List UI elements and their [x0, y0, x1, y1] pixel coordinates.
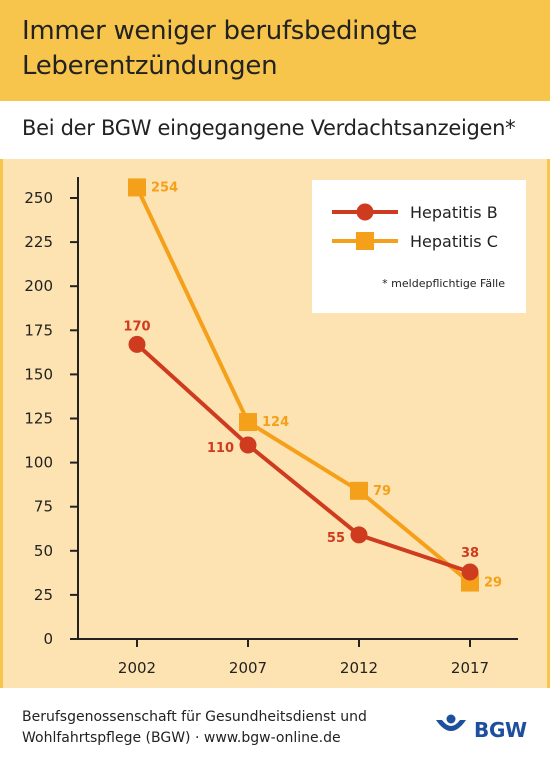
- series-line-hepatitis-c: [135, 186, 472, 585]
- footer-band: Berufsgenossenschaft für Gesundheitsdien…: [0, 688, 550, 768]
- x-tick-label: 2002: [118, 659, 156, 677]
- bgw-logo-icon: [436, 714, 466, 731]
- marker-hepatitis-b: [128, 335, 146, 353]
- marker-hepatitis-c: [350, 481, 368, 500]
- page-title: Immer weniger berufsbedingte Leberentzün…: [22, 14, 522, 84]
- x-tick-label: 2007: [229, 659, 267, 677]
- data-label-hepatitis-b: 55: [327, 531, 345, 546]
- chart-axes: 0 25 50 75 100 125 150 175 200 225 250 2002 2007 2012…: [24, 177, 518, 677]
- footer-line-1: Berufsgenossenschaft für Gesundheitsdien…: [22, 709, 367, 725]
- chart-legend: Hepatitis B Hepatitis C * meldepflichtig…: [312, 180, 526, 313]
- data-label-hepatitis-b: 170: [123, 319, 150, 334]
- logo-text: BGW: [474, 718, 527, 742]
- legend-label-hepatitis-b: Hepatitis B: [410, 203, 498, 222]
- series-line-hepatitis-b: [135, 342, 471, 574]
- legend-footnote: * meldepflichtige Fälle: [382, 277, 505, 290]
- data-label-hepatitis-c: 124: [262, 415, 289, 430]
- marker-hepatitis-c: [128, 178, 146, 197]
- subtitle-band: Bei der BGW eingegangene Verdachtsanzeig…: [0, 101, 550, 159]
- y-tick-label: 175: [24, 321, 53, 339]
- legend-marker-hepatitis-b: [356, 203, 374, 221]
- title-line-2: Leberentzündungen: [22, 51, 278, 81]
- legend-marker-hepatitis-c: [356, 232, 374, 250]
- y-tick-label: 100: [24, 454, 53, 472]
- marker-hepatitis-b: [350, 526, 368, 544]
- x-tick-label: 2012: [340, 659, 378, 677]
- y-tick-label: 50: [34, 542, 53, 560]
- y-tick-label: 0: [43, 630, 53, 648]
- data-label-hepatitis-b: 110: [207, 441, 234, 456]
- legend-box: [312, 180, 526, 313]
- marker-hepatitis-b: [461, 563, 479, 581]
- data-label-hepatitis-b: 38: [461, 546, 479, 561]
- data-label-hepatitis-c: 29: [484, 576, 502, 591]
- chart-subtitle: Bei der BGW eingegangene Verdachtsanzeig…: [22, 116, 516, 140]
- legend-label-hepatitis-c: Hepatitis C: [410, 232, 498, 251]
- y-tick-label: 125: [24, 410, 53, 428]
- header-band: Immer weniger berufsbedingte Leberentzün…: [0, 0, 550, 101]
- marker-hepatitis-b: [239, 436, 257, 454]
- marker-hepatitis-c: [239, 413, 257, 432]
- data-label-hepatitis-c: 254: [151, 180, 178, 195]
- data-label-hepatitis-c: 79: [373, 484, 391, 499]
- y-tick-label: 150: [24, 365, 53, 383]
- y-tick-label: 75: [34, 498, 53, 516]
- y-tick-label: 200: [24, 277, 53, 295]
- chart-lines: 170 110 55 38 254 124 79 29: [123, 178, 502, 592]
- footer-text: Berufsgenossenschaft für Gesundheitsdien…: [22, 707, 422, 749]
- y-tick-label: 225: [24, 233, 53, 251]
- x-tick-label: 2017: [451, 659, 489, 677]
- y-tick-label: 25: [34, 586, 53, 604]
- title-line-1: Immer weniger berufsbedingte: [22, 16, 418, 46]
- footer-line-2: Wohlfahrtspflege (BGW) · www.bgw-online.…: [22, 730, 341, 746]
- y-tick-label: 250: [24, 189, 53, 207]
- line-chart: 0 25 50 75 100 125 150 175 200 225 250 2002 2007 2012…: [24, 177, 526, 677]
